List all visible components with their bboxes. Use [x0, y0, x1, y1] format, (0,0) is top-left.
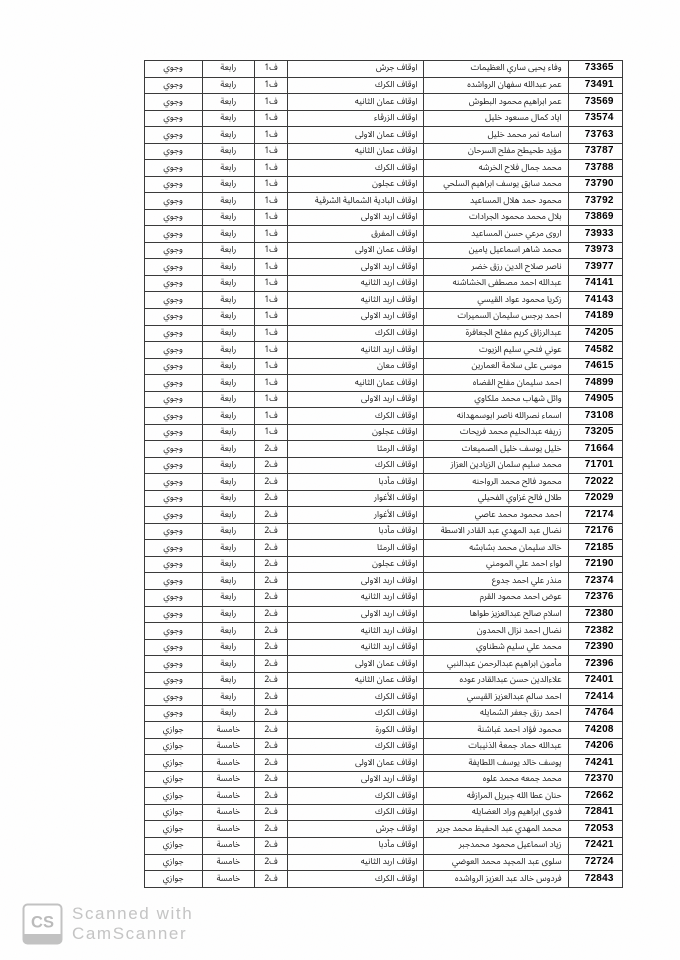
svg-text:CS: CS — [31, 914, 54, 932]
